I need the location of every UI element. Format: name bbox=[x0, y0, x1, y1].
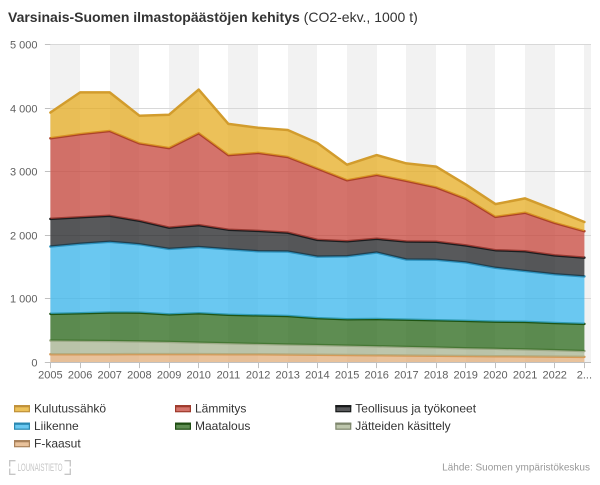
svg-text:LOUNAISTIETO: LOUNAISTIETO bbox=[18, 462, 63, 474]
svg-text:2014: 2014 bbox=[305, 369, 329, 381]
svg-text:Liikenne: Liikenne bbox=[34, 419, 79, 433]
svg-text:2007: 2007 bbox=[97, 369, 121, 381]
svg-text:5 000: 5 000 bbox=[10, 40, 38, 52]
svg-text:0: 0 bbox=[31, 358, 37, 370]
svg-text:Maatalous: Maatalous bbox=[195, 419, 250, 433]
svg-text:2020: 2020 bbox=[483, 369, 507, 381]
svg-text:2015: 2015 bbox=[335, 369, 359, 381]
svg-text:2011: 2011 bbox=[217, 369, 241, 381]
svg-text:2009: 2009 bbox=[157, 369, 181, 381]
svg-text:2017: 2017 bbox=[394, 369, 418, 381]
svg-text:1 000: 1 000 bbox=[10, 294, 38, 306]
svg-text:Jätteiden käsittely: Jätteiden käsittely bbox=[355, 419, 450, 433]
svg-text:2...: 2... bbox=[577, 369, 592, 381]
svg-text:F-kaasut: F-kaasut bbox=[34, 437, 81, 451]
svg-text:2008: 2008 bbox=[127, 369, 151, 381]
svg-text:4 000: 4 000 bbox=[10, 104, 38, 116]
svg-text:2022: 2022 bbox=[542, 369, 566, 381]
svg-text:Teollisuus ja työkoneet: Teollisuus ja työkoneet bbox=[355, 402, 476, 416]
svg-text:2006: 2006 bbox=[68, 369, 92, 381]
svg-text:Kulutussähkö: Kulutussähkö bbox=[34, 402, 106, 416]
svg-text:2018: 2018 bbox=[424, 369, 448, 381]
svg-text:2012: 2012 bbox=[246, 369, 270, 381]
svg-text:2019: 2019 bbox=[453, 369, 477, 381]
svg-text:Varsinais-Suomen ilmastopäästö: Varsinais-Suomen ilmastopäästöjen kehity… bbox=[8, 9, 418, 25]
svg-text:Lämmitys: Lämmitys bbox=[195, 402, 246, 416]
svg-text:3 000: 3 000 bbox=[10, 167, 38, 179]
svg-text:2010: 2010 bbox=[186, 369, 210, 381]
svg-text:2 000: 2 000 bbox=[10, 231, 38, 243]
svg-text:2013: 2013 bbox=[275, 369, 299, 381]
svg-text:2005: 2005 bbox=[38, 369, 62, 381]
svg-text:2016: 2016 bbox=[364, 369, 388, 381]
svg-text:2021: 2021 bbox=[513, 369, 537, 381]
svg-text:Lähde: Suomen ympäristökeskus: Lähde: Suomen ympäristökeskus bbox=[442, 463, 590, 474]
